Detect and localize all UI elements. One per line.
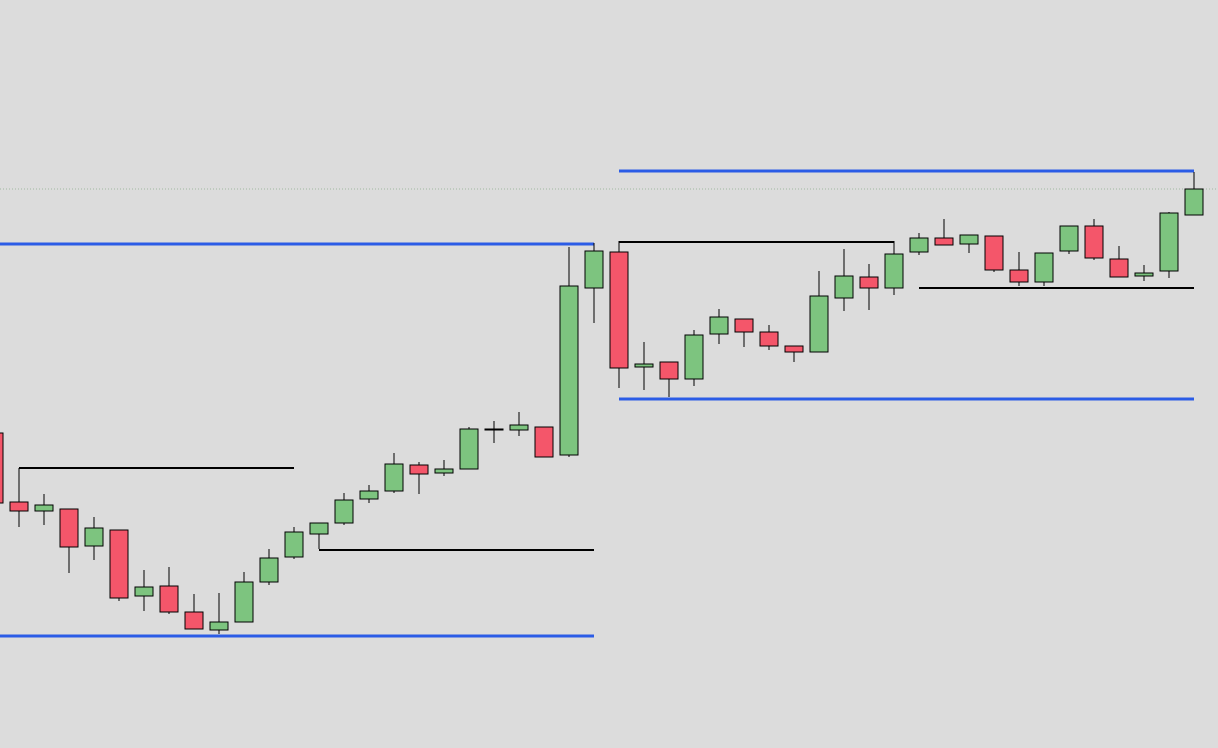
candle-body [634,363,654,368]
candle-body [59,508,79,548]
candle-body [509,424,529,431]
candle-body [1009,269,1029,283]
candle-body [609,251,629,369]
candle-body [834,275,854,299]
candle-body [884,253,904,289]
candle-body [0,432,4,504]
candle-body [259,557,279,583]
candle-body [184,611,204,630]
candle-body [84,527,104,547]
candle-body [1184,188,1204,216]
candle-body [534,426,554,458]
candle-body [459,428,479,470]
candle-body [309,522,329,535]
candle-body [734,318,754,333]
candle-body [909,237,929,253]
candle-body [1084,225,1104,259]
candle-body [809,295,829,353]
candle-body [759,331,779,347]
candle-body [1059,225,1079,252]
candle-body [234,581,254,623]
candle-body [384,463,404,492]
candle-body [1034,252,1054,283]
candle-body [784,345,804,353]
candle-body [9,501,29,512]
candle-body [434,468,454,474]
candle-body [284,531,304,558]
candle-body [359,490,379,500]
candle-body [559,285,579,456]
candle-body [1109,258,1129,278]
candle-body [1134,272,1154,277]
candle-body [34,504,54,512]
candle-body [959,234,979,245]
candle-body [984,235,1004,271]
candle-body [159,585,179,613]
candle-body [584,250,604,289]
candle-body [134,586,154,597]
candle-body [934,237,954,246]
candle-body [484,428,504,431]
candle-body [684,334,704,380]
candle-body [659,361,679,380]
candle-body [409,464,429,475]
candle-body [334,499,354,524]
candle-body [209,621,229,631]
candle-body [709,316,729,335]
candle-body [859,276,879,289]
candle-body [1159,212,1179,272]
candle-body [109,529,129,599]
